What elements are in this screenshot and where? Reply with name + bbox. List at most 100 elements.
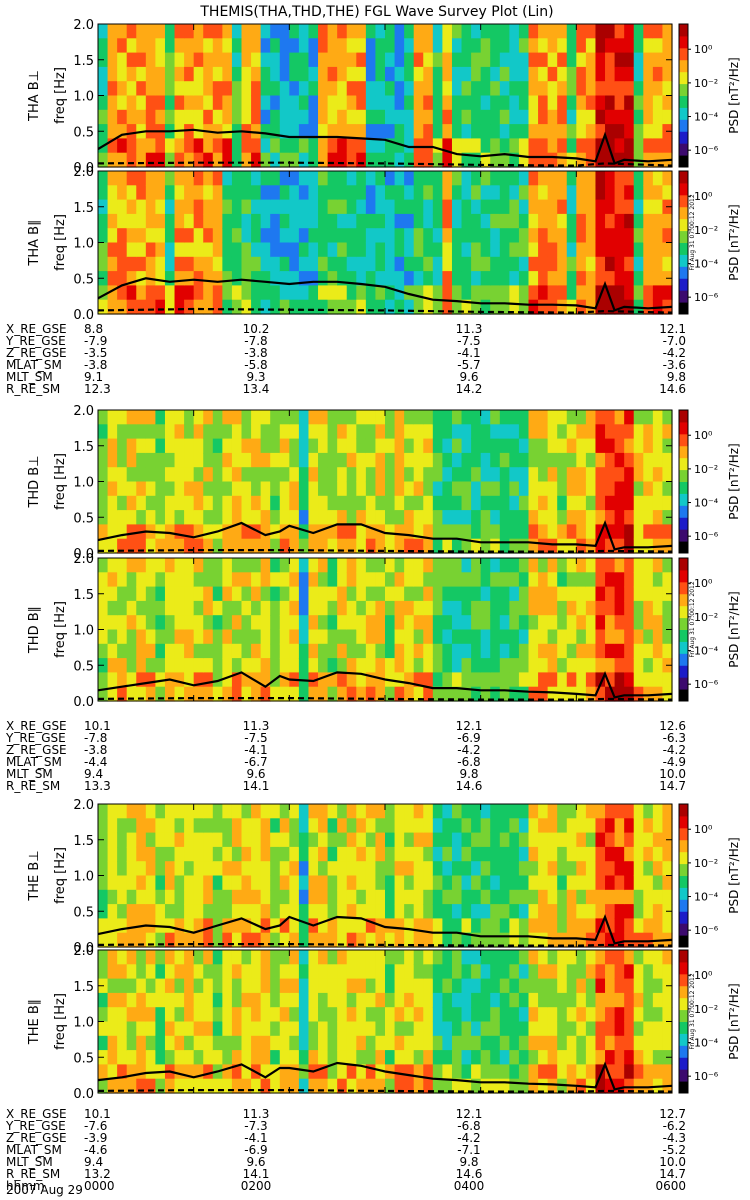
spectrogram-cell	[231, 299, 243, 315]
orbit-value: 12.6	[659, 719, 686, 733]
spectrogram-cell	[557, 271, 568, 286]
spectrogram-cell	[318, 95, 329, 111]
orbit-value: 12.1	[456, 1107, 483, 1121]
spectrogram-cell	[136, 558, 147, 573]
spectrogram-cell	[174, 1078, 185, 1094]
spectrogram-cell	[318, 1050, 329, 1065]
spectrogram-cell	[260, 586, 271, 602]
spectrogram-cell	[174, 643, 185, 659]
spectrogram-cell	[413, 846, 424, 862]
spectrogram-cell	[270, 832, 281, 848]
spectrogram-cell	[155, 410, 166, 425]
spectrogram-cell	[614, 558, 625, 573]
spectrogram-cell	[385, 686, 396, 702]
spectrogram-cell	[518, 138, 530, 154]
spectrogram-cell	[98, 185, 109, 201]
y-tick-label: 1.5	[73, 54, 94, 69]
spectrogram-cell	[461, 52, 472, 68]
spectrogram-cell	[518, 538, 530, 554]
spectrogram-cell	[260, 686, 271, 702]
spectrogram-cell	[337, 1050, 348, 1065]
spectrogram-cell	[547, 510, 558, 525]
spectrogram-cell	[643, 686, 654, 702]
spectrogram-cell	[480, 889, 491, 905]
spectrogram-cell	[413, 199, 424, 215]
spectrogram-cell	[394, 672, 405, 688]
spectrogram-cell	[145, 38, 156, 54]
spectrogram-cell	[423, 213, 434, 229]
spectrogram-cell	[231, 52, 243, 68]
spectrogram-cell	[509, 586, 520, 602]
spectrogram-cell	[193, 861, 204, 877]
spectrogram-cell	[145, 978, 156, 994]
spectrogram-cell	[499, 24, 510, 39]
spectrogram-cell	[413, 95, 424, 111]
spectrogram-cell	[605, 109, 616, 125]
spectrogram-cell	[385, 95, 396, 111]
spectrogram-cell	[509, 932, 520, 948]
spectrogram-cell	[413, 24, 424, 39]
spectrogram-cell	[203, 81, 214, 97]
spectrogram-cell	[404, 629, 415, 645]
spectrogram-cell	[145, 299, 156, 315]
colorbar-segment	[679, 24, 688, 37]
spectrogram-cell	[279, 672, 290, 688]
spectrogram-cell	[298, 889, 310, 905]
spectrogram-cell	[624, 846, 635, 862]
spectrogram-cell	[547, 1064, 558, 1080]
colorbar-segment	[679, 1045, 688, 1058]
spectrogram-cell	[193, 410, 204, 425]
spectrogram-cell	[365, 1078, 377, 1094]
spectrogram-cell	[557, 950, 568, 965]
spectrogram-cell	[442, 992, 453, 1008]
spectrogram-cell	[404, 467, 415, 483]
spectrogram-cell	[117, 572, 128, 588]
spectrogram-cell	[566, 299, 577, 315]
spectrogram-cell	[222, 199, 233, 215]
colorbar-segment	[679, 242, 688, 255]
spectrogram-cell	[318, 185, 329, 201]
spectrogram-cell	[270, 932, 281, 948]
spectrogram-cell	[547, 992, 558, 1008]
spectrogram-cell	[251, 572, 262, 588]
spectrogram-cell	[327, 964, 338, 980]
spectrogram-cell	[566, 615, 577, 631]
spectrogram-cell	[614, 875, 625, 891]
spectrogram-cell	[423, 832, 434, 848]
spectrogram-cell	[375, 1007, 386, 1023]
spectrogram-cell	[318, 875, 329, 891]
spectrogram-cell	[442, 510, 453, 525]
spectrogram-cell	[327, 38, 338, 54]
spectrogram-cell	[605, 38, 616, 54]
colorbar-segment	[679, 290, 688, 303]
spectrogram-cell	[480, 586, 491, 602]
spectrogram-cell	[585, 586, 597, 602]
spectrogram-cell	[346, 861, 357, 877]
spectrogram-cell	[117, 832, 128, 848]
spectrogram-cell	[107, 615, 118, 631]
spectrogram-cell	[538, 171, 549, 186]
spectrogram-cell	[585, 832, 597, 848]
spectrogram-cell	[614, 66, 625, 82]
spectrogram-cell	[595, 600, 606, 616]
spectrogram-cell	[585, 242, 597, 258]
spectrogram-cell	[499, 875, 510, 891]
spectrogram-cell	[346, 918, 357, 934]
spectrogram-cell	[538, 467, 549, 483]
spectrogram-cell	[222, 658, 233, 673]
spectrogram-cell	[289, 992, 300, 1008]
spectrogram-cell	[222, 185, 233, 201]
spectrogram-cell	[509, 285, 520, 301]
spectrogram-cell	[136, 964, 147, 980]
spectrogram-cell	[499, 992, 510, 1008]
spectrogram-cell	[117, 586, 128, 602]
spectrogram-cell	[566, 38, 577, 54]
spectrogram-cell	[614, 481, 625, 497]
spectrogram-cell	[298, 510, 310, 525]
spectrogram-cell	[356, 846, 367, 862]
spectrogram-cell	[126, 1007, 137, 1023]
spectrogram-cell	[624, 185, 635, 201]
spectrogram-cell	[413, 299, 424, 315]
spectrogram-cell	[251, 950, 262, 965]
spectrogram-cell	[241, 804, 252, 819]
